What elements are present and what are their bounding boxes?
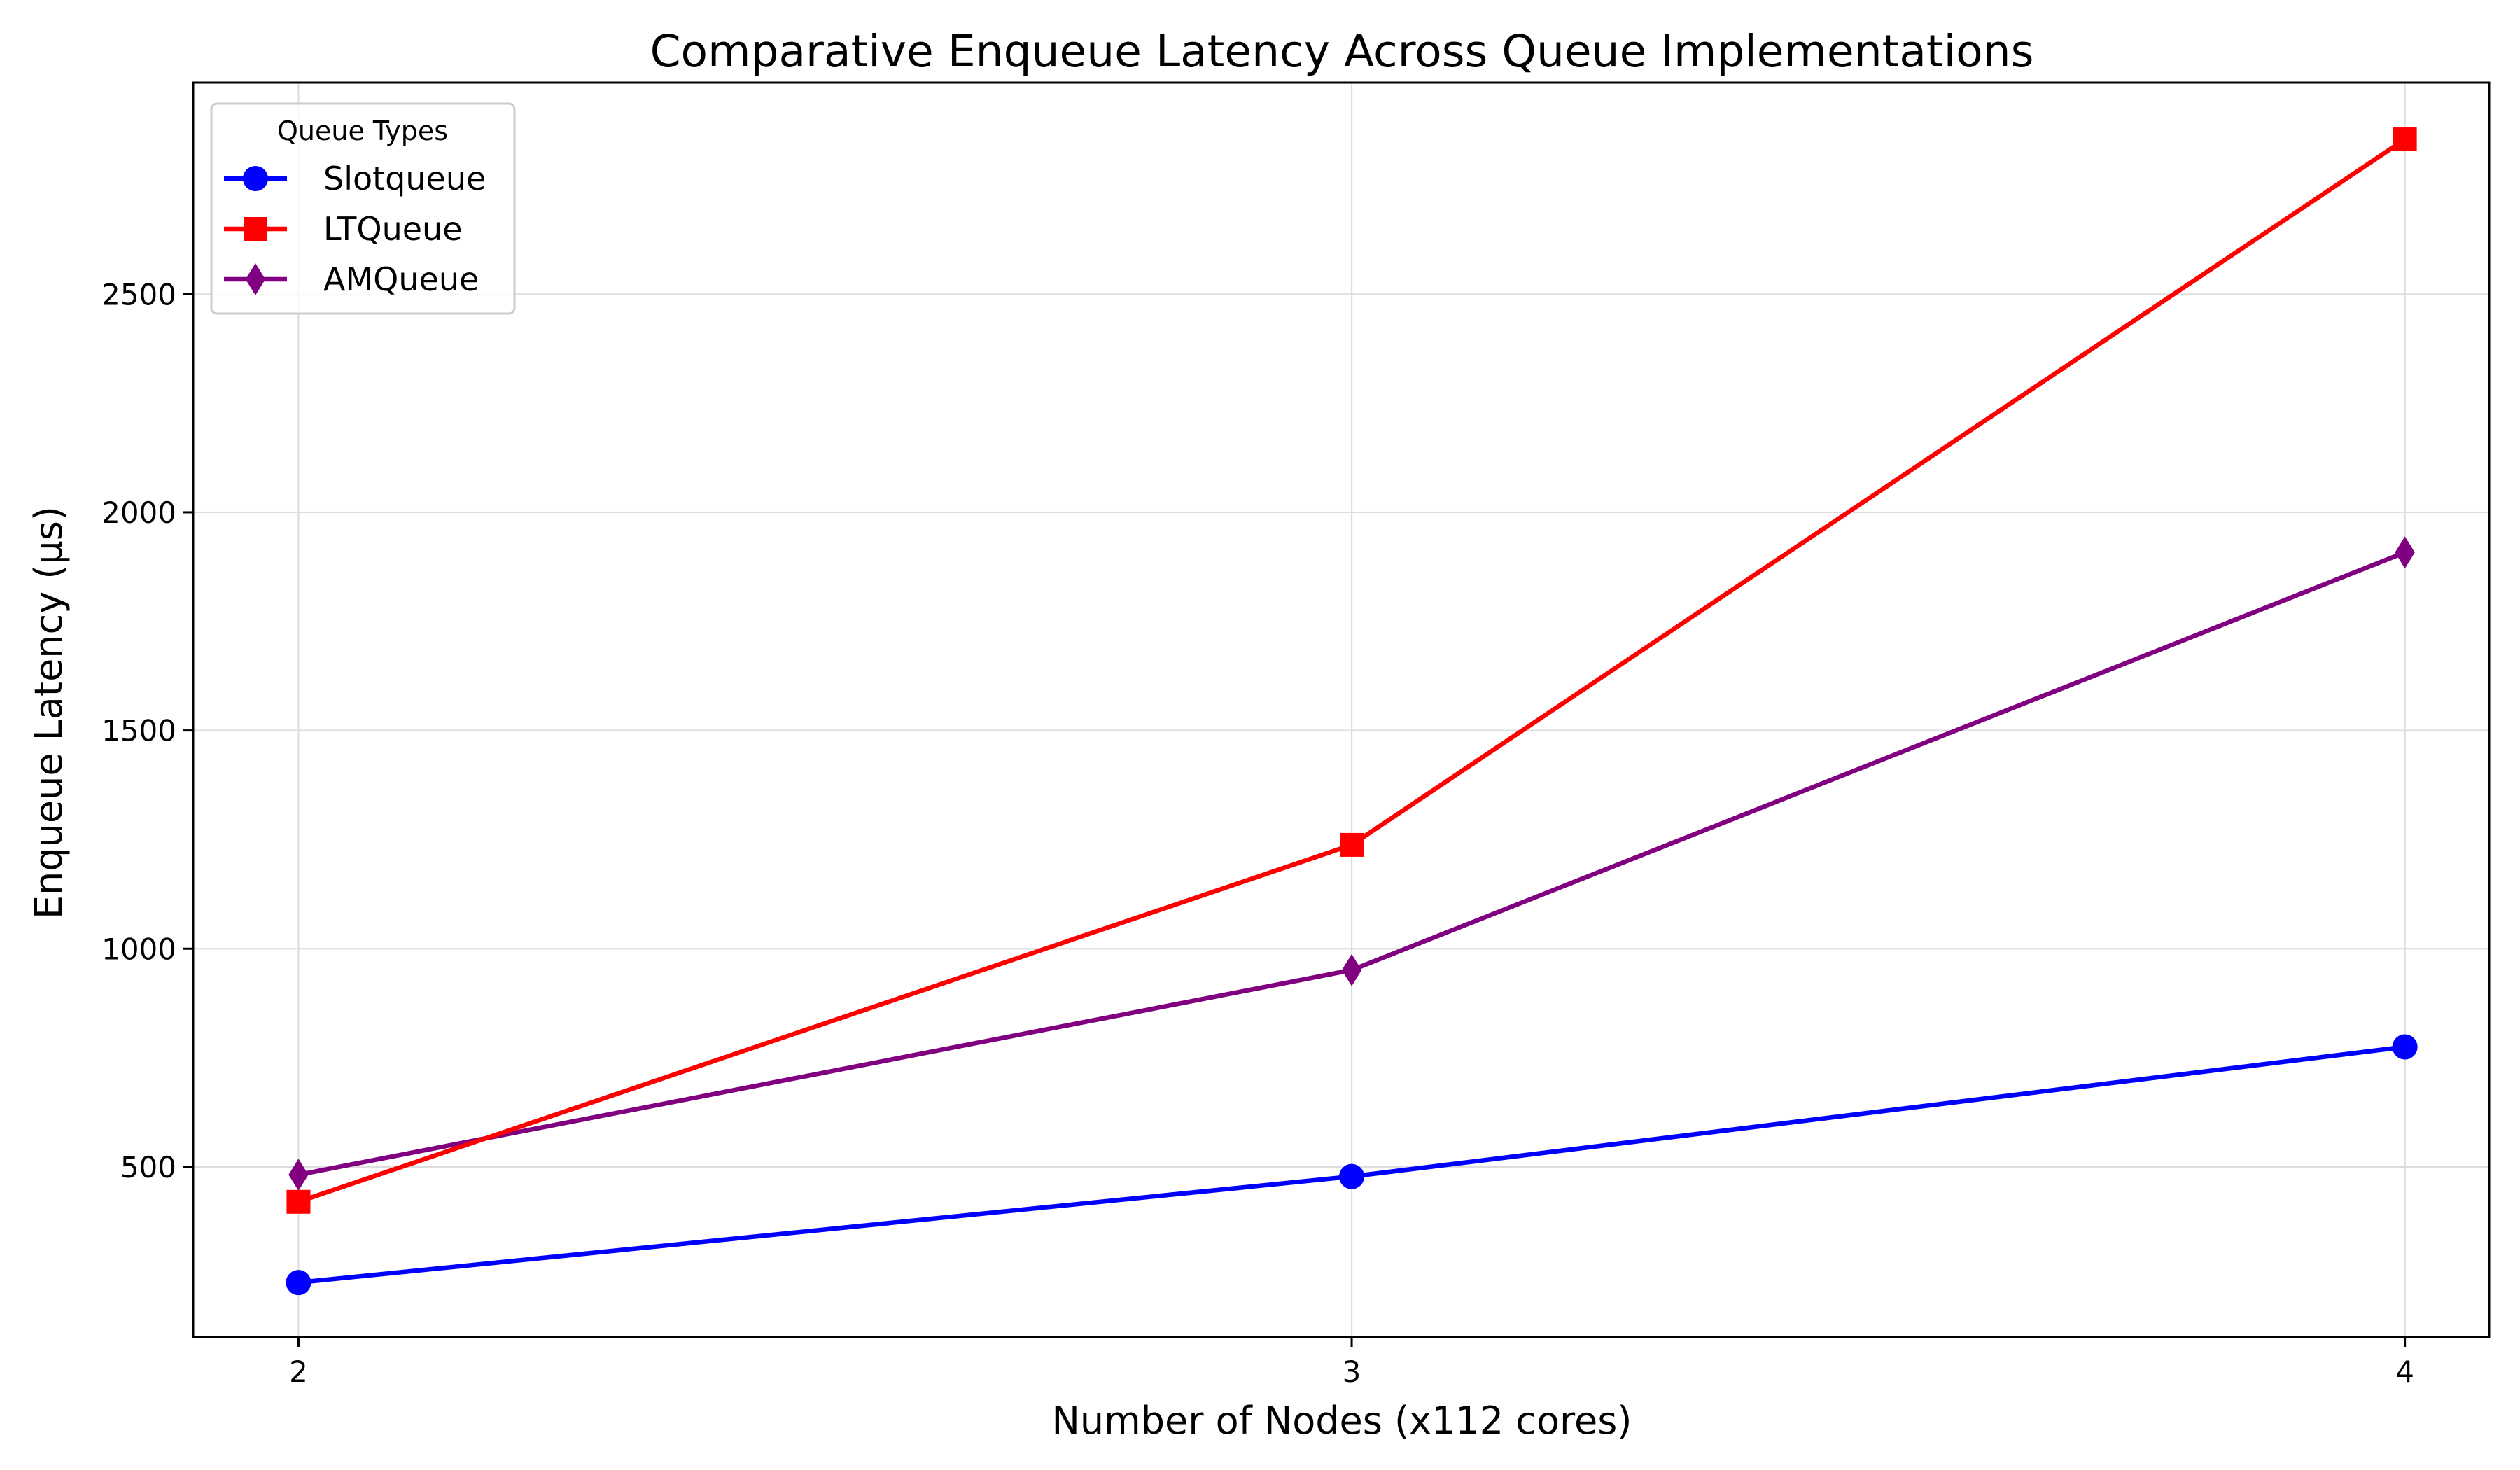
gridlines: [193, 83, 2489, 1337]
data-point-slotqueue: [2392, 1034, 2418, 1060]
x-tick-label: 4: [2395, 1354, 2414, 1389]
legend-marker-ltqueue: [244, 217, 267, 241]
y-tick-label: 1000: [102, 932, 176, 966]
data-point-amqueue: [1341, 953, 1362, 986]
chart-title: Comparative Enqueue Latency Across Queue…: [650, 26, 2034, 77]
data-point-ltqueue: [286, 1189, 311, 1214]
legend-item-ltqueue: LTQueue: [224, 210, 463, 248]
legend: Queue Types Slotqueue LTQueue AMQueue: [210, 102, 516, 315]
legend-marker-amqueue: [245, 263, 266, 295]
x-tick-label: 2: [289, 1354, 308, 1389]
y-tick-label: 2500: [102, 277, 176, 312]
plot-frame: [192, 81, 2491, 1338]
y-axis-label: Enqueue Latency (μs): [27, 506, 71, 919]
axis-ticks: 2 3 4 500 1000 1500 2000 2500: [102, 277, 2414, 1389]
legend-label-ltqueue: LTQueue: [323, 210, 463, 248]
data-point-ltqueue: [2393, 127, 2417, 152]
data-point-slotqueue: [286, 1270, 312, 1296]
y-tick-label: 1500: [102, 714, 176, 748]
legend-marker-slotqueue: [243, 166, 268, 191]
x-tick-label: 3: [1343, 1354, 1362, 1389]
x-axis-label: Number of Nodes (x112 cores): [1052, 1399, 1632, 1443]
series-layer: [286, 127, 2418, 1296]
legend-item-amqueue: AMQueue: [224, 260, 479, 298]
y-tick-label: 2000: [102, 496, 176, 530]
series-slotqueue: [286, 1034, 2418, 1296]
legend-label-amqueue: AMQueue: [323, 260, 479, 298]
legend-box: [210, 102, 516, 315]
legend-title: Queue Types: [277, 115, 448, 146]
y-tick-label: 500: [120, 1150, 176, 1184]
legend-label-slotqueue: Slotqueue: [323, 160, 486, 197]
data-point-amqueue: [288, 1158, 309, 1191]
series-ltqueue: [286, 127, 2417, 1214]
series-amqueue: [288, 536, 2415, 1191]
data-point-ltqueue: [1340, 832, 1364, 857]
legend-item-slotqueue: Slotqueue: [224, 160, 486, 197]
data-point-amqueue: [2395, 536, 2415, 569]
data-point-slotqueue: [1339, 1163, 1365, 1189]
